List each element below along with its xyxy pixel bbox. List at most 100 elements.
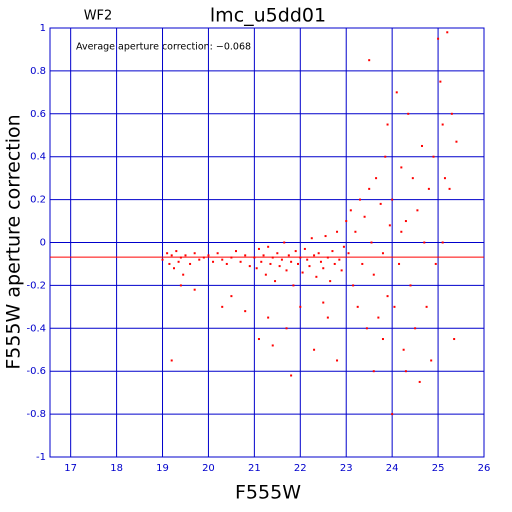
point: [443, 177, 446, 180]
x-tick-label: 25: [432, 463, 445, 474]
y-axis-label: F555W aperture correction: [3, 114, 25, 369]
point: [391, 413, 394, 416]
point: [331, 250, 334, 253]
point: [455, 140, 458, 143]
point: [193, 288, 196, 291]
point: [255, 267, 258, 270]
point: [248, 265, 251, 268]
point: [216, 252, 219, 255]
annotation: Average aperture correction: −0.068: [76, 42, 251, 53]
point: [372, 370, 375, 373]
point: [372, 273, 375, 276]
x-tick-label: 23: [340, 463, 353, 474]
point: [212, 260, 215, 263]
point: [370, 241, 373, 244]
point: [409, 284, 412, 287]
point: [287, 254, 290, 257]
point: [363, 215, 366, 218]
point: [423, 241, 426, 244]
point: [416, 209, 419, 212]
point: [301, 271, 304, 274]
point: [173, 267, 175, 270]
point: [430, 359, 433, 362]
point: [398, 262, 401, 265]
point: [359, 198, 361, 201]
point: [407, 112, 410, 115]
point: [313, 348, 316, 351]
point: [182, 273, 185, 276]
point: [411, 177, 414, 180]
point: [326, 256, 329, 259]
point: [262, 254, 265, 257]
point: [166, 252, 169, 255]
y-tick-label: -0.8: [26, 409, 46, 420]
point: [329, 280, 332, 283]
point: [352, 284, 355, 287]
point: [271, 344, 274, 347]
point: [184, 254, 187, 257]
point: [324, 235, 327, 238]
point: [225, 262, 228, 265]
point: [271, 256, 274, 259]
point: [336, 359, 339, 362]
point: [450, 112, 453, 115]
point: [441, 241, 444, 244]
point: [244, 310, 247, 313]
y-tick-label: 0.4: [30, 152, 46, 163]
point: [193, 252, 196, 255]
point: [379, 202, 382, 205]
point: [319, 260, 322, 263]
point: [326, 316, 329, 319]
point: [313, 254, 316, 257]
point: [432, 155, 435, 158]
point: [189, 262, 192, 265]
point: [322, 301, 325, 304]
point: [267, 245, 270, 248]
point: [315, 275, 318, 278]
point: [427, 187, 430, 190]
chart-title: lmc_u5dd01: [210, 5, 326, 27]
point: [400, 166, 403, 169]
point: [294, 250, 297, 253]
point: [230, 256, 233, 259]
point: [253, 256, 256, 259]
point: [308, 265, 311, 268]
point: [402, 348, 405, 351]
point: [299, 256, 302, 259]
point: [290, 374, 293, 377]
x-tick-label: 17: [64, 463, 77, 474]
point: [221, 258, 224, 261]
point: [290, 260, 293, 263]
point: [299, 305, 302, 308]
x-tick-label: 21: [248, 463, 261, 474]
x-tick-label: 19: [156, 463, 169, 474]
point: [381, 252, 384, 255]
point: [161, 258, 164, 261]
point: [280, 258, 283, 261]
point: [285, 327, 288, 330]
point: [221, 305, 224, 308]
point: [179, 284, 182, 287]
x-axis-label: F555W: [235, 482, 301, 504]
point: [198, 258, 201, 261]
point: [317, 252, 320, 255]
point: [292, 284, 295, 287]
point: [365, 327, 368, 330]
point: [179, 256, 182, 259]
point: [239, 260, 242, 263]
point: [345, 220, 348, 223]
point: [285, 269, 288, 272]
point: [441, 123, 444, 126]
point: [267, 316, 270, 319]
plot-frame: [49, 27, 485, 458]
point: [336, 230, 339, 233]
x-tick-label: 22: [294, 463, 307, 474]
point: [342, 245, 345, 248]
point: [354, 230, 357, 233]
point: [333, 262, 336, 265]
point: [340, 269, 343, 272]
point: [384, 155, 387, 158]
point: [425, 305, 428, 308]
